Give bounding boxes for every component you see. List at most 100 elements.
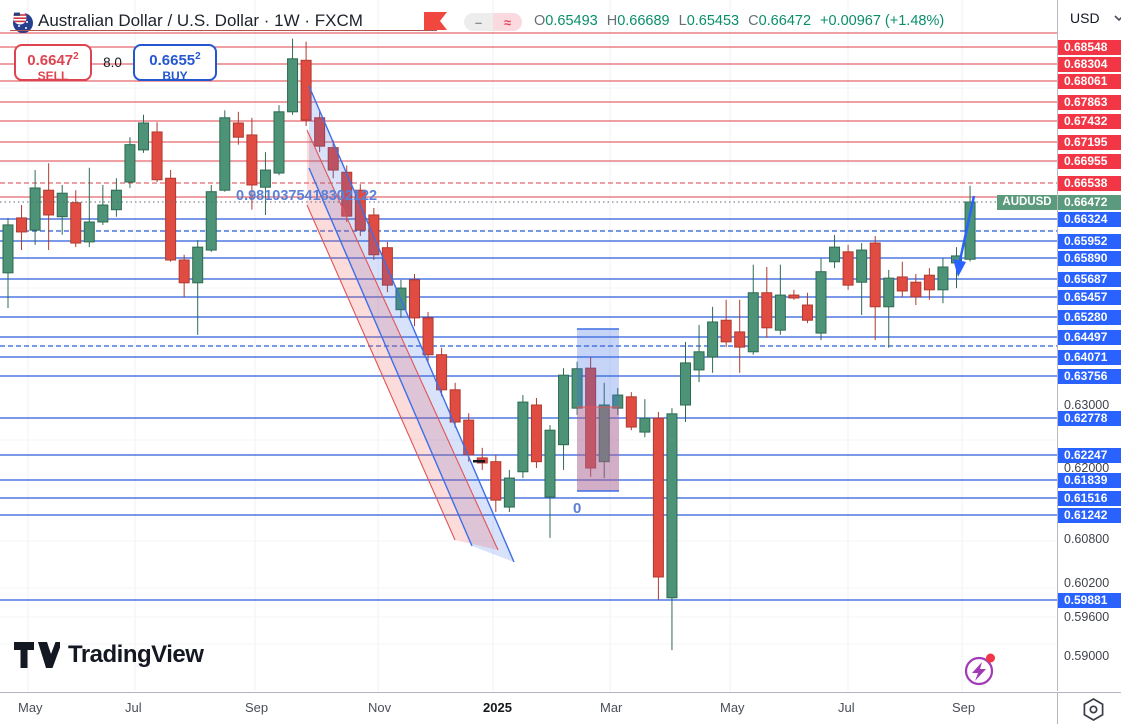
arrow-head: [953, 259, 966, 277]
candle-body: [151, 131, 163, 181]
candle-body: [70, 202, 82, 244]
candle-body: [436, 354, 448, 391]
price-level-label: 0.66955: [1058, 153, 1121, 169]
candle-body: [327, 147, 339, 171]
chevron-down-icon: [1113, 14, 1121, 21]
price-level-label: 0.68061: [1058, 73, 1121, 89]
candle-body: [43, 189, 55, 216]
candle-body: [517, 401, 529, 473]
buy-button[interactable]: 0.66552 BUY: [133, 44, 217, 83]
tradingview-logo-text: TradingView: [68, 641, 204, 668]
candle-body: [910, 281, 922, 298]
flag-bookmark-icon[interactable]: [424, 12, 448, 35]
candle-body: [56, 192, 68, 218]
candle-body: [178, 259, 190, 284]
price-level-label: 0.62778: [1058, 410, 1121, 426]
sell-price: 0.6647: [27, 52, 74, 69]
time-axis-label: Mar: [600, 700, 623, 715]
candle-body: [680, 362, 691, 406]
price-scale[interactable]: USD 0.63000 0.62000 0.60800 0.60200 0.59600 0…: [1057, 0, 1121, 691]
price-level-label: 0.66324: [1058, 211, 1121, 227]
candle-body: [273, 111, 285, 174]
candle-body: [625, 396, 637, 428]
price-level-label: 0.65687: [1058, 271, 1121, 287]
candle-body: [571, 368, 583, 409]
current-price-label: 0.66472: [1058, 194, 1121, 210]
time-axis-label: Sep: [245, 700, 269, 715]
price-level-label: 0.67195: [1058, 134, 1121, 150]
sell-label: SELL: [37, 69, 69, 83]
price-scale-tick: 0.59000: [1064, 649, 1110, 663]
candle-body: [896, 276, 908, 292]
arrow-line: [957, 195, 976, 266]
price-level-label: 0.65457: [1058, 289, 1121, 305]
price-level-label: 0.59881: [1058, 592, 1121, 608]
price-level-label: 0.64071: [1058, 349, 1121, 365]
tradingview-logo-icon: [14, 641, 60, 668]
channel-midline: [306, 129, 499, 551]
candle-body: [83, 221, 95, 243]
fib-level-label: 0.9810375418302122: [236, 188, 377, 204]
candle-body: [774, 294, 786, 331]
candle-body: [246, 134, 258, 186]
time-axis-label: May: [18, 700, 43, 715]
buy-label: BUY: [162, 69, 188, 83]
chart-canvas[interactable]: 0.9810375418302122 0: [0, 0, 1057, 691]
candle-body: [530, 404, 542, 463]
price-scale-tick: 0.59600: [1064, 610, 1110, 624]
candle-body: [205, 191, 217, 251]
candle-body: [639, 417, 651, 433]
tradingview-logo[interactable]: TradingView: [14, 641, 204, 669]
notification-dot: [986, 653, 995, 663]
candle-body: [829, 246, 841, 263]
candle-body: [707, 321, 719, 358]
approx-pill-icon[interactable]: ≈: [493, 13, 522, 31]
candle-body: [97, 204, 109, 223]
price-level-label: 0.64497: [1058, 329, 1121, 345]
candle-body: [124, 144, 136, 183]
currency-selector[interactable]: USD: [1070, 10, 1121, 26]
candle-body: [923, 274, 935, 291]
price-level-label: 0.66538: [1058, 175, 1121, 191]
candle-body: [801, 304, 813, 321]
price-level-label: 0.65280: [1058, 309, 1121, 325]
sell-price-fraction: 2: [73, 51, 79, 62]
price-level-label: 0.65952: [1058, 233, 1121, 249]
price-dash-marker: [473, 460, 485, 463]
price-level-label: 0.63756: [1058, 368, 1121, 384]
scale-settings-button[interactable]: [1080, 696, 1107, 724]
candle-body: [734, 331, 746, 348]
time-axis-label: May: [720, 700, 745, 715]
candle-body: [138, 122, 149, 151]
candle-body: [422, 317, 434, 356]
indicator-pills[interactable]: – ≈: [464, 13, 522, 31]
symbol-title[interactable]: Australian Dollar / U.S. Dollar · 1W · F…: [38, 11, 363, 30]
channel-midline: [306, 204, 456, 541]
candle-body: [964, 201, 976, 260]
candle-body: [463, 419, 475, 456]
candle-body: [937, 266, 949, 291]
candle-body: [544, 429, 556, 498]
price-scale-tick: 0.60800: [1064, 532, 1110, 546]
price-scale-tick: 0.60200: [1064, 576, 1110, 590]
candle-body: [747, 292, 759, 353]
candle-body: [585, 367, 597, 469]
candle-body: [314, 117, 326, 147]
sell-button[interactable]: 0.66472 SELL: [14, 44, 92, 83]
channel-line: [308, 167, 473, 547]
candle-body: [720, 319, 732, 343]
candle-body: [842, 251, 854, 286]
candle-body: [490, 461, 502, 501]
candle-body: [110, 189, 122, 211]
candle-body: [287, 58, 299, 113]
price-level-label: 0.68304: [1058, 56, 1121, 72]
current-price-symbol-tag: AUDUSD: [997, 195, 1057, 210]
candle-body: [652, 417, 664, 578]
candle-body: [761, 292, 773, 329]
price-scale-tick: 0.62000: [1064, 461, 1110, 475]
time-axis[interactable]: May Jul Sep Nov 2025 Mar May Jul Sep: [0, 692, 1121, 724]
minus-pill-icon[interactable]: –: [464, 13, 493, 31]
buy-price: 0.6655: [149, 52, 196, 69]
channel-line: [308, 85, 515, 563]
hexagon-settings-icon: [1083, 698, 1104, 721]
